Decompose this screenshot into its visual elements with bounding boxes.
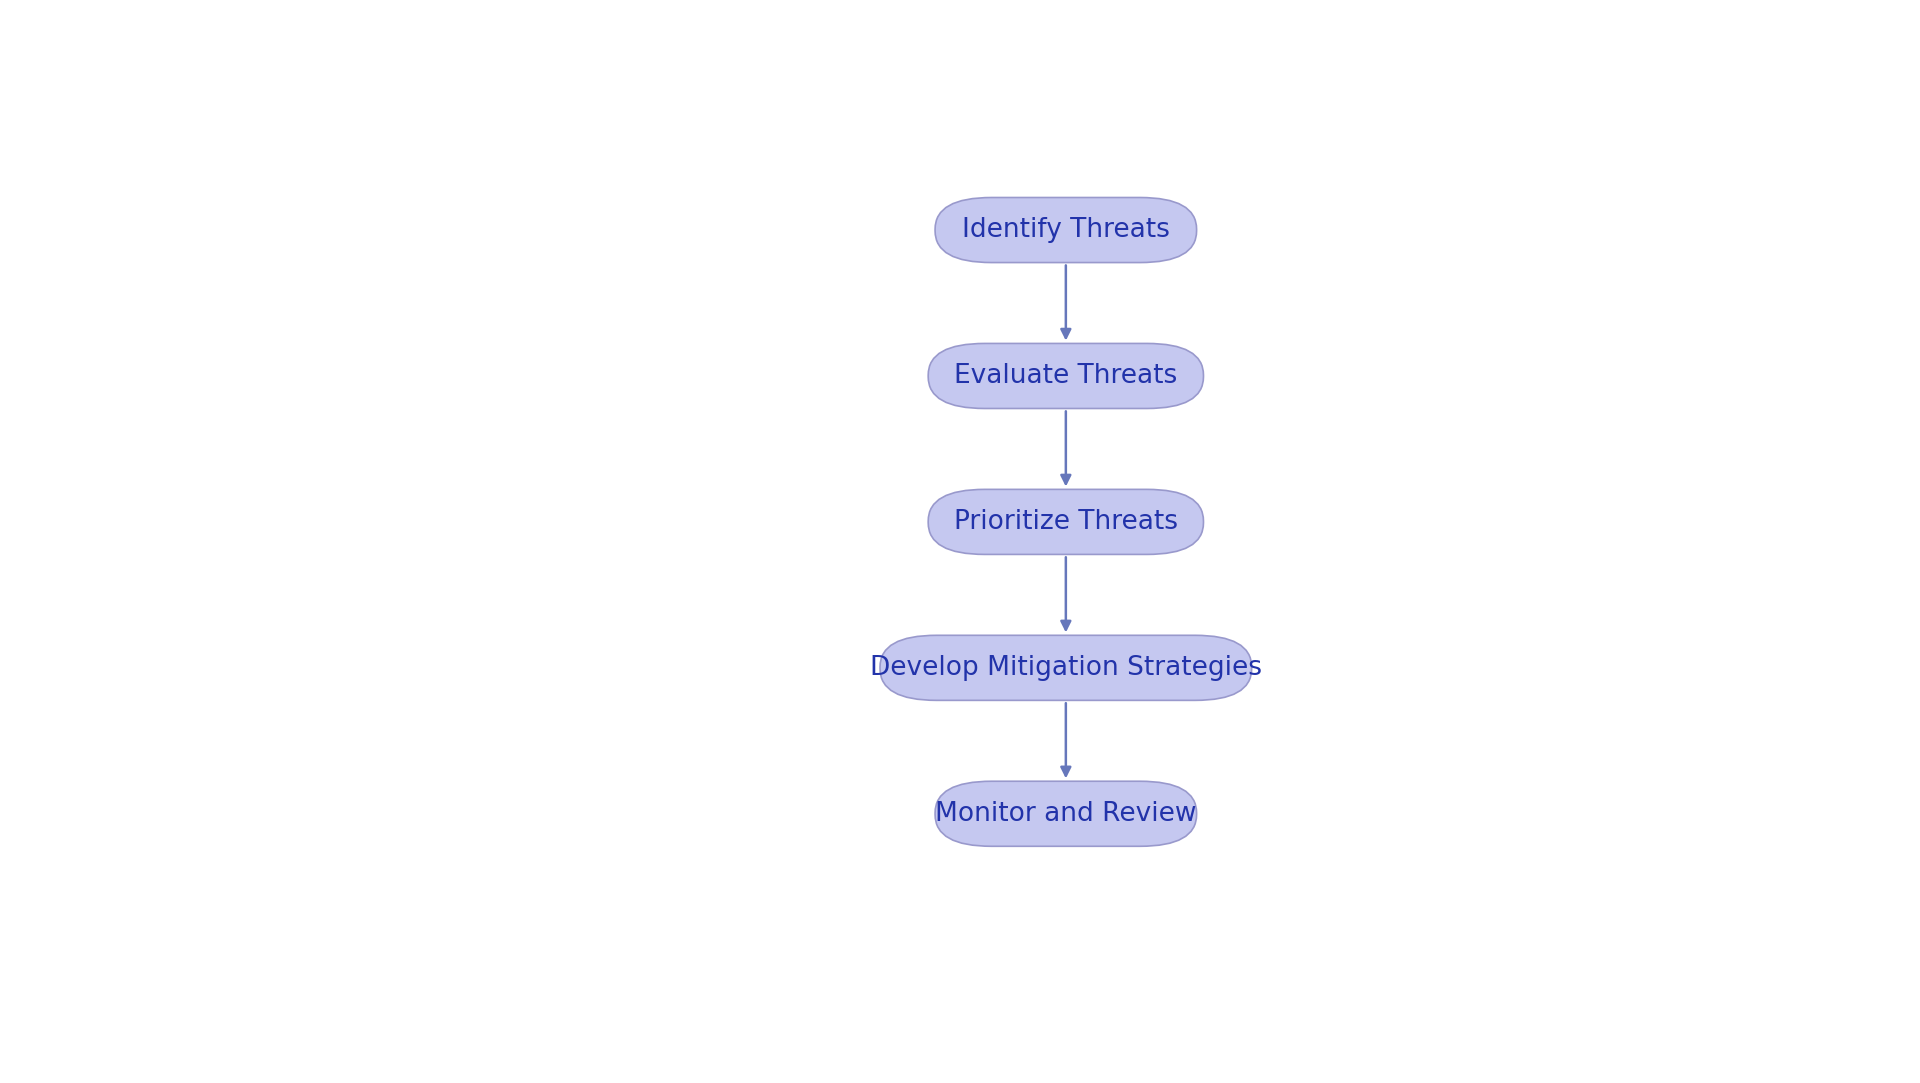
Text: Evaluate Threats: Evaluate Threats <box>954 363 1177 389</box>
FancyBboxPatch shape <box>879 636 1252 701</box>
Text: Identify Threats: Identify Threats <box>962 217 1169 243</box>
Text: Prioritize Threats: Prioritize Threats <box>954 509 1177 535</box>
Text: Develop Mitigation Strategies: Develop Mitigation Strategies <box>870 655 1261 681</box>
Text: Monitor and Review: Monitor and Review <box>935 800 1196 826</box>
FancyBboxPatch shape <box>935 781 1196 846</box>
FancyBboxPatch shape <box>935 197 1196 262</box>
FancyBboxPatch shape <box>927 490 1204 554</box>
FancyBboxPatch shape <box>927 343 1204 408</box>
